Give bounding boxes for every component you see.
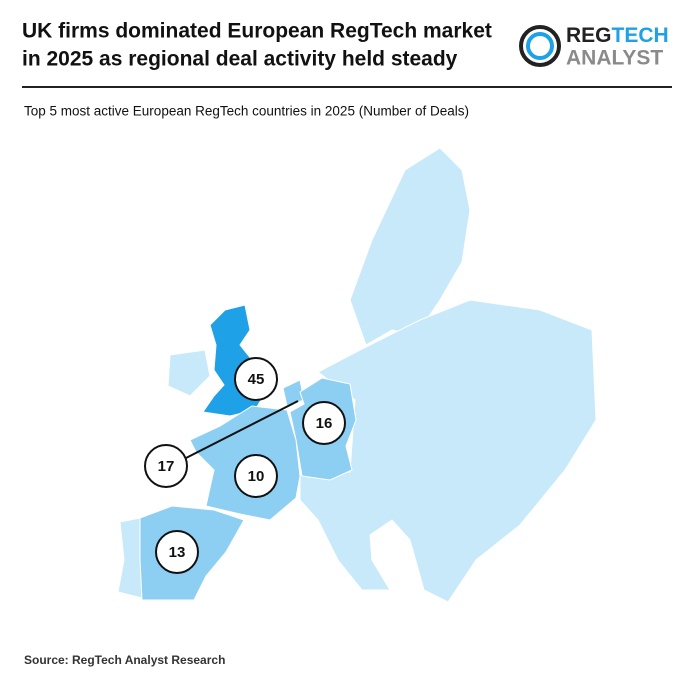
land (349, 147, 471, 346)
logo-ring (519, 25, 561, 67)
label-circle (234, 357, 278, 401)
title-line: UK firms dominated European RegTech mark… (22, 20, 492, 43)
logo-text-part: TECH (612, 24, 669, 47)
land (167, 349, 211, 397)
value-label: 13 (169, 544, 186, 561)
leader-line (185, 400, 299, 459)
label-circle (155, 530, 199, 574)
land (299, 299, 597, 603)
subtitle: Top 5 most active European RegTech count… (24, 104, 469, 119)
label-circle (302, 401, 346, 445)
value-label: 45 (248, 371, 265, 388)
map (117, 147, 597, 603)
title-line: in 2025 as regional deal activity held s… (22, 48, 458, 71)
logo-text: ANALYST (566, 47, 663, 70)
land (117, 517, 143, 599)
label-circle (144, 444, 188, 488)
value-label: 17 (158, 458, 175, 475)
logo-ring (526, 32, 554, 60)
logo: REGTECH ANALYST (519, 24, 669, 70)
logo-text: REGTECH (566, 24, 669, 47)
value-label: 16 (316, 415, 333, 432)
label-circle (234, 454, 278, 498)
value-label: 10 (248, 468, 265, 485)
logo-text-part: REG (566, 24, 612, 47)
source: Source: RegTech Analyst Research (24, 653, 225, 667)
labels: 45 16 17 10 13 (144, 357, 346, 574)
